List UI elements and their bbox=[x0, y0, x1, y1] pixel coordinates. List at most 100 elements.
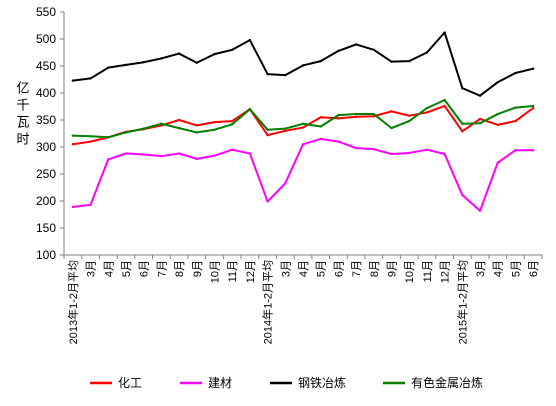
x-tick-label: 6月 bbox=[333, 260, 345, 277]
data-point bbox=[266, 72, 269, 76]
data-point bbox=[301, 64, 305, 67]
data-point bbox=[177, 118, 181, 122]
data-point bbox=[337, 113, 340, 117]
x-tick-label: 5月 bbox=[316, 260, 328, 277]
x-tick-label: 7月 bbox=[156, 260, 168, 277]
data-point bbox=[478, 117, 482, 121]
data-point bbox=[284, 181, 287, 185]
data-point bbox=[408, 59, 411, 63]
data-point bbox=[319, 125, 322, 128]
data-point bbox=[443, 98, 446, 102]
data-point bbox=[301, 143, 305, 146]
data-point bbox=[478, 122, 482, 125]
legend-label: 钢铁冶炼 bbox=[298, 375, 346, 390]
x-tick-label: 11月 bbox=[227, 260, 239, 282]
data-point bbox=[390, 152, 393, 156]
x-tick-label: 3月 bbox=[280, 260, 292, 277]
data-point bbox=[319, 137, 322, 141]
data-point bbox=[124, 131, 128, 134]
data-point bbox=[514, 106, 517, 109]
data-point bbox=[230, 48, 234, 51]
data-point bbox=[71, 205, 75, 209]
data-point bbox=[195, 61, 198, 64]
data-point bbox=[89, 77, 92, 80]
data-point bbox=[266, 200, 269, 203]
data-point bbox=[177, 152, 181, 155]
data-point bbox=[354, 43, 358, 46]
data-point bbox=[496, 161, 499, 164]
legend-label: 建材 bbox=[208, 376, 232, 390]
data-point bbox=[337, 49, 340, 53]
data-point bbox=[195, 131, 198, 134]
data-point bbox=[160, 57, 163, 60]
data-point bbox=[461, 130, 464, 133]
data-point bbox=[71, 134, 75, 137]
legend-item-2: 建材 bbox=[180, 376, 232, 390]
data-point bbox=[230, 148, 234, 151]
series-4 bbox=[71, 98, 535, 139]
data-point bbox=[160, 154, 163, 158]
x-tick-label: 5月 bbox=[121, 260, 133, 277]
x-tick-label: 3月 bbox=[475, 260, 487, 277]
data-point bbox=[177, 52, 181, 55]
y-tick-label: 550 bbox=[36, 5, 56, 19]
x-tick-label: 4月 bbox=[493, 260, 505, 277]
y-axis-title-char: 瓦 bbox=[16, 115, 29, 130]
y-tick-label: 100 bbox=[36, 248, 56, 262]
data-point bbox=[124, 63, 128, 67]
data-point bbox=[107, 158, 110, 161]
x-tick-label: 10月 bbox=[209, 260, 221, 283]
series-3 bbox=[71, 31, 535, 97]
x-tick-label: 12月 bbox=[245, 260, 257, 283]
series-1 bbox=[71, 104, 535, 146]
data-point bbox=[266, 133, 269, 137]
data-point bbox=[195, 157, 198, 161]
x-tick-label: 2015年1-2月平均 bbox=[455, 260, 469, 344]
data-point bbox=[213, 128, 216, 131]
data-point bbox=[319, 116, 322, 119]
data-point bbox=[372, 48, 376, 51]
series-lines bbox=[71, 31, 535, 212]
data-point bbox=[107, 136, 110, 139]
y-tick-label: 300 bbox=[36, 140, 56, 154]
data-point bbox=[496, 123, 499, 127]
data-point bbox=[354, 146, 358, 150]
x-tick-label: 6月 bbox=[528, 260, 540, 277]
y-axis-title-char: 亿 bbox=[16, 81, 29, 96]
data-point bbox=[408, 114, 411, 117]
data-point bbox=[301, 122, 305, 125]
data-point bbox=[319, 59, 322, 63]
data-point bbox=[514, 71, 517, 75]
x-tick-label: 4月 bbox=[103, 260, 115, 277]
data-point bbox=[461, 193, 464, 197]
data-point bbox=[354, 115, 358, 118]
x-tick-label: 11月 bbox=[422, 260, 434, 282]
data-point bbox=[248, 152, 252, 155]
data-point bbox=[425, 51, 429, 54]
x-tick-label: 10月 bbox=[404, 260, 416, 283]
data-point bbox=[478, 94, 482, 97]
data-point bbox=[230, 119, 234, 123]
data-point bbox=[71, 79, 75, 82]
data-point bbox=[478, 209, 482, 212]
data-point bbox=[284, 129, 287, 132]
x-tick-label: 6月 bbox=[139, 260, 151, 277]
legend-label: 化工 bbox=[118, 376, 142, 390]
data-point bbox=[142, 61, 145, 64]
data-point bbox=[425, 111, 429, 114]
x-tick-label: 9月 bbox=[192, 260, 204, 277]
y-tick-label: 150 bbox=[36, 221, 56, 235]
series-2 bbox=[71, 137, 535, 212]
axes: 100 150 200 250 300 350 400 450 500 550 2013年1-2月平… bbox=[36, 5, 543, 344]
data-point bbox=[89, 135, 92, 138]
y-tick-label: 250 bbox=[36, 167, 56, 181]
data-point bbox=[142, 153, 145, 156]
data-point bbox=[124, 152, 128, 155]
data-point bbox=[284, 73, 287, 77]
legend-item-1: 化工 bbox=[90, 376, 142, 390]
data-point bbox=[71, 143, 75, 146]
data-point bbox=[443, 31, 446, 34]
